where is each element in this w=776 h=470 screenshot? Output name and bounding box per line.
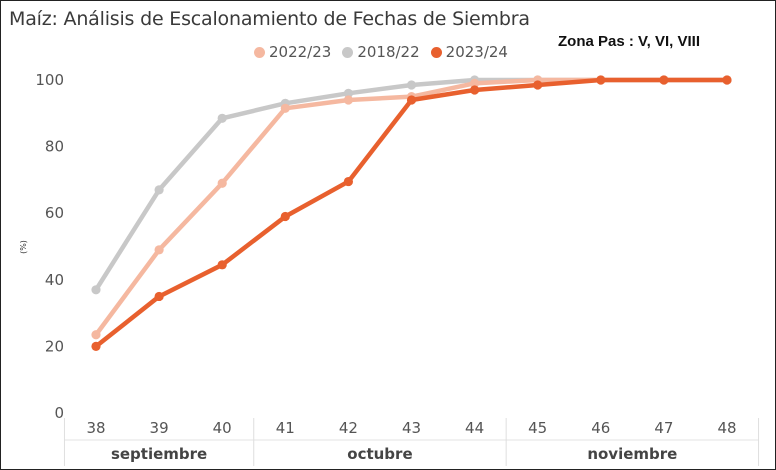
data-point — [722, 75, 732, 85]
data-point — [91, 330, 101, 340]
series-2018-22 — [91, 75, 732, 295]
x-tick-label: 39 — [150, 419, 169, 437]
month-label: octubre — [347, 445, 412, 463]
y-tick-label: 100 — [35, 71, 64, 89]
y-axis-title: (%) — [19, 240, 28, 254]
x-tick-label: 43 — [402, 419, 421, 437]
legend-marker — [430, 46, 442, 58]
y-tick-label: 80 — [45, 138, 64, 156]
month-label: noviembre — [587, 445, 677, 463]
data-point — [217, 260, 227, 270]
data-point — [343, 176, 353, 187]
chart-title: Maíz: Análisis de Escalonamiento de Fech… — [9, 8, 530, 30]
zone-annotation: Zona Pas : V, VI, VIII — [558, 33, 700, 50]
data-point — [280, 211, 290, 222]
series-line — [93, 77, 730, 349]
legend-label: 2018/22 — [357, 43, 420, 61]
data-point — [217, 113, 227, 123]
series-line — [93, 77, 730, 337]
data-point — [596, 75, 606, 85]
data-point — [91, 285, 101, 295]
legend-item: 2023/24 — [430, 43, 508, 61]
series-layer — [91, 75, 732, 351]
x-tick-label: 48 — [717, 419, 736, 437]
data-point — [217, 178, 227, 188]
data-point — [533, 80, 543, 90]
data-point — [280, 103, 290, 113]
data-point — [659, 75, 669, 85]
data-point — [91, 341, 101, 351]
series-2023-24 — [91, 75, 732, 351]
month-label: septiembre — [111, 445, 207, 463]
x-tick-label: 44 — [465, 419, 484, 437]
legend-marker — [342, 46, 354, 58]
x-tick-label: 42 — [339, 419, 358, 437]
series-line — [93, 77, 730, 293]
data-point — [470, 78, 480, 88]
y-tick-label: 60 — [45, 204, 64, 222]
legend: 2022/23 2018/22 2023/24 — [254, 43, 519, 61]
legend-item: 2022/23 — [254, 43, 331, 61]
data-point — [154, 245, 164, 255]
data-point — [154, 291, 164, 302]
data-point — [470, 85, 480, 95]
data-point — [154, 185, 164, 195]
y-tick-label: 0 — [54, 404, 64, 422]
x-tick-label: 45 — [528, 419, 547, 437]
x-tick-label: 46 — [591, 419, 610, 437]
y-axis: 0 20 40 60 80 100 — [35, 71, 64, 422]
data-point — [406, 80, 417, 90]
x-tick-label: 40 — [213, 419, 232, 437]
series-2022-23 — [91, 75, 732, 340]
x-axis: 38 39 40 41 42 43 44 45 46 47 48 septiembre octubre n… — [63, 418, 760, 466]
x-tick-label: 47 — [654, 419, 673, 437]
y-axis-title-group: (%) — [19, 240, 28, 254]
data-point — [343, 95, 353, 105]
legend-item: 2018/22 — [342, 43, 420, 61]
legend-marker — [254, 46, 265, 58]
legend-label: 2022/23 — [269, 43, 332, 61]
legend-label: 2023/24 — [445, 43, 508, 61]
x-tick-label: 41 — [276, 419, 295, 437]
y-tick-label: 20 — [45, 337, 64, 355]
data-point — [343, 88, 353, 98]
data-point — [406, 95, 417, 105]
y-tick-label: 40 — [45, 271, 64, 289]
x-tick-label: 38 — [86, 419, 105, 437]
